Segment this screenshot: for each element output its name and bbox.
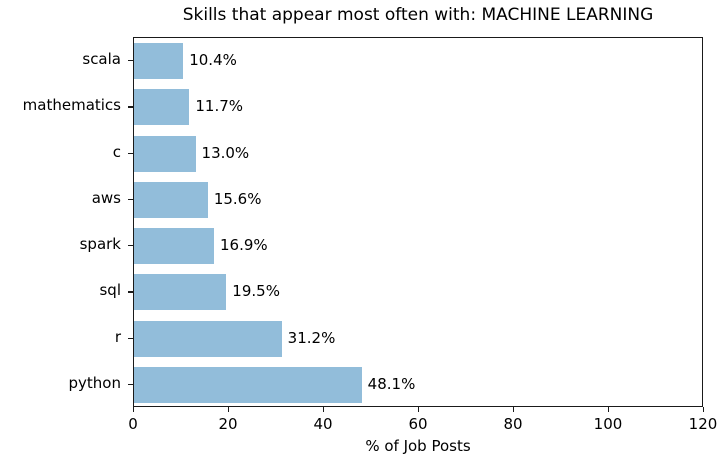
bar-aws — [134, 181, 208, 218]
y-tick-label-sql: sql — [99, 281, 121, 300]
bar-spark — [134, 228, 214, 265]
x-tick-label-80: 80 — [503, 415, 523, 433]
bar-value-label-sql: 19.5% — [232, 282, 280, 301]
x-tick-mark — [132, 407, 134, 412]
plot-area: 10.4% 11.7% 13.0% 15.6% 16.9% 19.5% 31.2% 48.1% — [133, 37, 703, 407]
x-tick-label-60: 60 — [408, 415, 428, 433]
x-tick-mark — [512, 407, 514, 412]
bar-scala — [134, 43, 184, 80]
bar-value-label-python: 48.1% — [367, 374, 416, 393]
y-tick-label-c: c — [112, 142, 121, 161]
bar-value-label-scala: 10.4% — [189, 51, 237, 70]
bar-mathematics — [134, 89, 190, 126]
bar-value-label-r: 31.2% — [287, 328, 336, 347]
x-tick-mark — [702, 407, 704, 412]
bar-python — [134, 366, 362, 403]
y-tick-label-r: r — [114, 327, 121, 346]
y-tick-label-mathematics: mathematics — [22, 96, 121, 115]
bar-value-label-c: 13.0% — [201, 143, 250, 162]
bar-sql — [134, 274, 227, 311]
bar-value-label-mathematics: 11.7% — [195, 97, 244, 116]
x-tick-mark — [417, 407, 419, 412]
bar-r — [134, 320, 282, 357]
bar-c — [134, 135, 196, 172]
bar-value-label-spark: 16.9% — [219, 236, 268, 255]
y-tick-label-scala: scala — [82, 50, 121, 69]
x-axis-label: % of Job Posts — [365, 437, 471, 455]
x-tick-mark — [322, 407, 324, 412]
x-tick-label-20: 20 — [218, 415, 238, 433]
y-tick-label-python: python — [68, 373, 121, 392]
bar-value-label-aws: 15.6% — [213, 189, 262, 208]
x-tick-label-40: 40 — [313, 415, 333, 433]
x-tick-label-120: 120 — [688, 415, 718, 433]
x-tick-mark — [227, 407, 229, 412]
x-tick-label-0: 0 — [128, 415, 138, 433]
x-tick-label-100: 100 — [593, 415, 623, 433]
chart-title: Skills that appear most often with: MACH… — [182, 5, 654, 25]
y-tick-label-aws: aws — [91, 188, 121, 207]
x-tick-mark — [607, 407, 609, 412]
y-tick-label-spark: spark — [79, 235, 121, 254]
